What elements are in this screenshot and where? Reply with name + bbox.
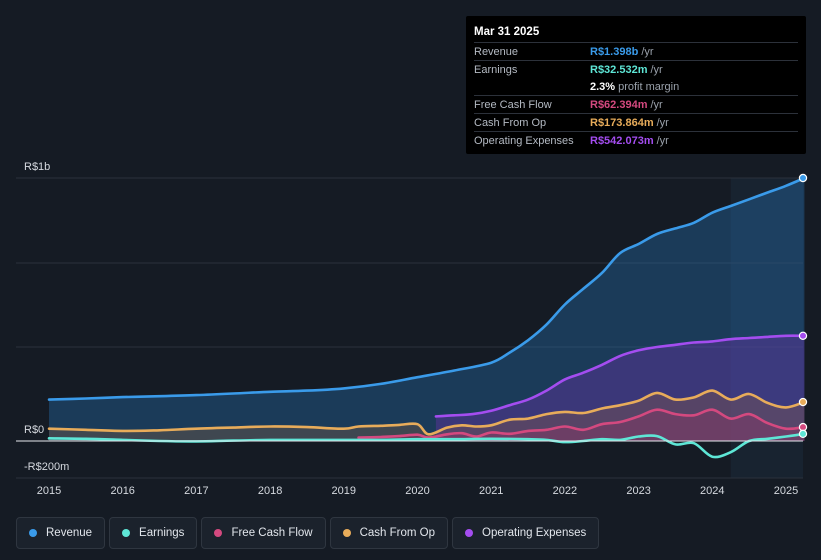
tooltip-value: R$173.864m [590,116,654,129]
legend-dot-icon [122,529,131,537]
legend-dot-icon [29,529,37,537]
tooltip-value: R$62.394m [590,98,648,111]
x-tick-label: 2024 [700,485,724,497]
tooltip-value: R$542.073m [590,134,654,147]
tooltip-unit: /yr [650,98,663,111]
free-cash-flow-area [358,409,805,441]
tooltip-unit: /yr [656,134,669,147]
x-tick-label: 2017 [184,485,208,497]
tooltip-label: Earnings [474,63,518,76]
operating-expenses-line [434,334,806,418]
legend-label: Revenue [46,527,93,539]
legend-label: Earnings [139,527,185,539]
y-label-zero: R$0 [24,424,44,436]
tooltip-unit: profit margin [618,80,680,93]
x-tick-label: 2020 [405,485,429,497]
tooltip-value: R$32.532m [590,63,648,76]
legend-label: Free Cash Flow [231,527,313,539]
x-tick-label: 2022 [553,485,577,497]
operating-expenses-area [435,335,805,441]
x-tick-label: 2016 [110,485,134,497]
tooltip-label: Free Cash Flow [474,98,552,111]
cash-from-op-line [47,389,806,436]
tooltip-label: Operating Expenses [474,134,574,147]
legend-item-revenue[interactable]: Revenue [16,517,106,549]
tooltip-row-operating-expenses: Operating Expenses R$542.073m /yr [474,131,798,149]
revenue-area [49,178,805,441]
legend-dot-icon [342,529,351,537]
revenue-line [47,176,806,401]
x-tick-label: 2019 [332,485,356,497]
x-tick-label: 2023 [626,485,650,497]
tooltip-row-cash-from-op: Cash From Op R$173.864m /yr [474,113,798,131]
tooltip-unit: /yr [641,45,654,58]
x-tick-label: 2025 [774,485,798,497]
tooltip-label: Revenue [474,45,519,58]
tooltip-label: Cash From Op [474,116,547,129]
legend-item-earnings[interactable]: Earnings [109,517,198,549]
x-tick-label: 2015 [37,485,61,497]
chart: R$1b R$0 -R$200m 2015 2016 2017 2018 2019 2020 20… [16,161,808,497]
tooltip-date: Mar 31 2025 [474,26,540,38]
legend-label: Operating Expenses [482,527,587,539]
tooltip-unit: /yr [656,116,669,129]
tooltip-value: 2.3% [590,80,616,93]
tooltip-value: R$1.398b [590,45,639,58]
tooltip-row-margin: 2.3% profit margin [474,78,798,95]
legend-item-operating-expenses[interactable]: Operating Expenses [452,517,600,549]
y-label-top: R$1b [24,161,50,173]
tooltip-row-free-cash-flow: Free Cash Flow R$62.394m /yr [474,95,798,113]
tooltip: Mar 31 2025 Revenue R$1.398b /yr Earning… [466,16,806,154]
legend-dot-icon [214,529,223,537]
x-tick-label: 2021 [479,485,503,497]
tooltip-unit: /yr [650,63,663,76]
legend-item-cash-from-op[interactable]: Cash From Op [329,517,449,549]
legend-item-free-cash-flow[interactable]: Free Cash Flow [201,517,326,549]
legend-label: Cash From Op [359,527,436,539]
legend-dot-icon [465,529,474,537]
tooltip-row-revenue: Revenue R$1.398b /yr [474,42,798,60]
tooltip-row-earnings: Earnings R$32.532m /yr [474,60,798,78]
x-tick-label: 2018 [258,485,282,497]
y-label-bottom: -R$200m [24,461,69,473]
revenue-endpoint [798,173,808,183]
cash-from-op-endpoint [798,397,808,407]
earnings-endpoint [798,429,808,439]
operating-expenses-endpoint [798,331,808,340]
free-cash-flow-line [357,408,806,439]
legend: Revenue Earnings Free Cash Flow Cash Fro… [16,517,600,549]
